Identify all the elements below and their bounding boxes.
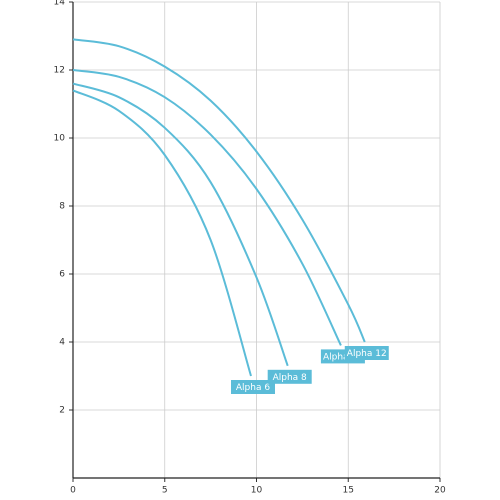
y-tick-label: 10	[54, 134, 66, 144]
series-label: Alpha 12	[347, 349, 387, 359]
y-tick-label: 4	[59, 338, 65, 348]
label-box	[267, 369, 312, 384]
x-tick-label: 0	[70, 486, 76, 496]
label-box	[344, 346, 389, 360]
curve	[72, 69, 342, 346]
y-tick-label: 2	[59, 406, 65, 416]
curve	[72, 38, 366, 343]
series-label: Alpha 10	[323, 352, 363, 362]
y-tick-label: 8	[59, 202, 65, 212]
series-label: Alpha 6	[236, 383, 270, 393]
curve	[72, 89, 252, 377]
label-box	[230, 380, 275, 394]
x-tick-label: 20	[434, 486, 446, 496]
series-label: Alpha 8	[273, 373, 307, 383]
x-tick-label: 5	[162, 486, 168, 496]
curve	[72, 82, 289, 367]
y-tick-label: 6	[59, 270, 65, 280]
x-tick-label: 15	[343, 486, 354, 496]
x-tick-label: 10	[251, 486, 263, 496]
y-tick-label: 12	[54, 66, 65, 76]
y-tick-label: 14	[54, 0, 66, 8]
